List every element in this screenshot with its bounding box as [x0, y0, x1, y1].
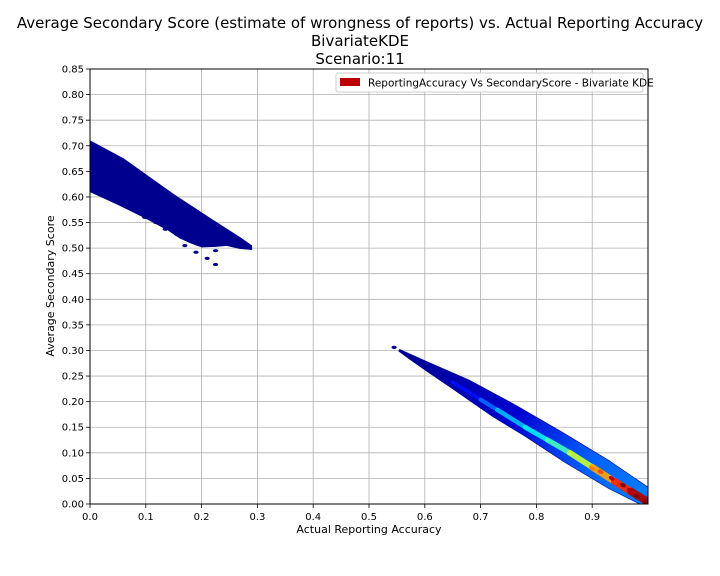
- y-tick-label: 0.35: [62, 320, 84, 331]
- density-hotspot: [619, 482, 626, 488]
- density-ridge-segment: [544, 437, 573, 456]
- y-tick-label: 0.70: [62, 141, 84, 152]
- density-speck: [115, 199, 121, 203]
- y-tick-label: 0.40: [62, 295, 84, 306]
- density-speck: [212, 262, 219, 267]
- y-tick-label: 0.15: [62, 423, 84, 434]
- density-specks: [99, 185, 397, 349]
- x-tick-label: 0.2: [194, 512, 210, 523]
- density-speck: [104, 191, 110, 195]
- density-speck: [182, 243, 188, 248]
- y-tick-label: 0.65: [62, 167, 84, 178]
- legend-swatch: [340, 78, 360, 86]
- axis-ticks: 0.0 0.1 0.2 0.3 0.4 0.5 0.6 0.7 0.8 0.9 0.00 0.05 0.…: [62, 65, 600, 524]
- chart-subtitle-scenario: Scenario:11: [315, 50, 405, 68]
- legend-label: ReportingAccuracy Vs SecondaryScore - Bi…: [368, 78, 654, 90]
- y-tick-label: 0.05: [62, 474, 84, 485]
- density-speck: [193, 250, 199, 254]
- density-ridge-segment: [450, 380, 483, 402]
- x-tick-label: 0.5: [361, 512, 377, 523]
- density-speck: [99, 185, 105, 189]
- density-speck: [391, 345, 397, 349]
- y-tick-label: 0.60: [62, 192, 84, 203]
- y-tick-label: 0.55: [62, 218, 84, 229]
- density-hotspot: [642, 499, 648, 504]
- density-ridge-segment: [495, 407, 528, 430]
- density-hotspot: [633, 493, 640, 499]
- x-tick-label: 0.8: [528, 512, 544, 523]
- density-speck: [204, 256, 210, 260]
- legend-frame: [335, 72, 644, 93]
- density-hotspot: [589, 465, 596, 471]
- density-speck: [128, 206, 134, 210]
- y-tick-label: 0.00: [62, 500, 84, 511]
- density-hotspot: [597, 469, 604, 475]
- density-ridge-segment: [522, 424, 550, 443]
- legend: ReportingAccuracy Vs SecondaryScore - Bi…: [335, 72, 654, 93]
- y-tick-label: 0.45: [62, 269, 84, 280]
- density-speck: [142, 215, 148, 220]
- density-region-upper-left-cluster: [90, 140, 253, 251]
- density-hotspot: [608, 476, 615, 481]
- y-tick-label: 0.30: [62, 346, 84, 357]
- density-ridge-segment: [478, 397, 500, 412]
- y-tick-label: 0.20: [62, 397, 84, 408]
- x-tick-label: 0.0: [82, 512, 98, 523]
- density-ridge-segment: [566, 449, 596, 471]
- density-speck: [153, 220, 159, 225]
- y-tick-label: 0.10: [62, 448, 84, 459]
- x-tick-label: 0.1: [138, 512, 154, 523]
- y-axis-label: Average Secondary Score: [44, 215, 57, 356]
- y-tick-label: 0.80: [62, 90, 84, 101]
- x-tick-label: 0.4: [305, 512, 321, 523]
- x-tick-label: 0.9: [584, 512, 600, 523]
- y-tick-label: 0.50: [62, 244, 84, 255]
- density-ridge: [450, 380, 648, 504]
- x-tick-label: 0.6: [417, 512, 433, 523]
- y-tick-label: 0.75: [62, 116, 84, 127]
- y-tick-label: 0.25: [62, 372, 84, 383]
- density-hotspots: [589, 465, 648, 504]
- x-axis-label: Actual Reporting Accuracy: [296, 523, 442, 536]
- x-tick-label: 0.7: [473, 512, 489, 523]
- chart-title: Average Secondary Score (estimate of wro…: [16, 14, 704, 32]
- y-tick-label: 0.85: [62, 65, 84, 76]
- density-speck: [162, 227, 168, 231]
- chart-subtitle-kde: BivariateKDE: [310, 32, 410, 50]
- density-speck: [212, 249, 219, 253]
- density-hotspot: [627, 487, 634, 493]
- density-speck: [173, 232, 180, 236]
- x-tick-label: 0.3: [249, 512, 265, 523]
